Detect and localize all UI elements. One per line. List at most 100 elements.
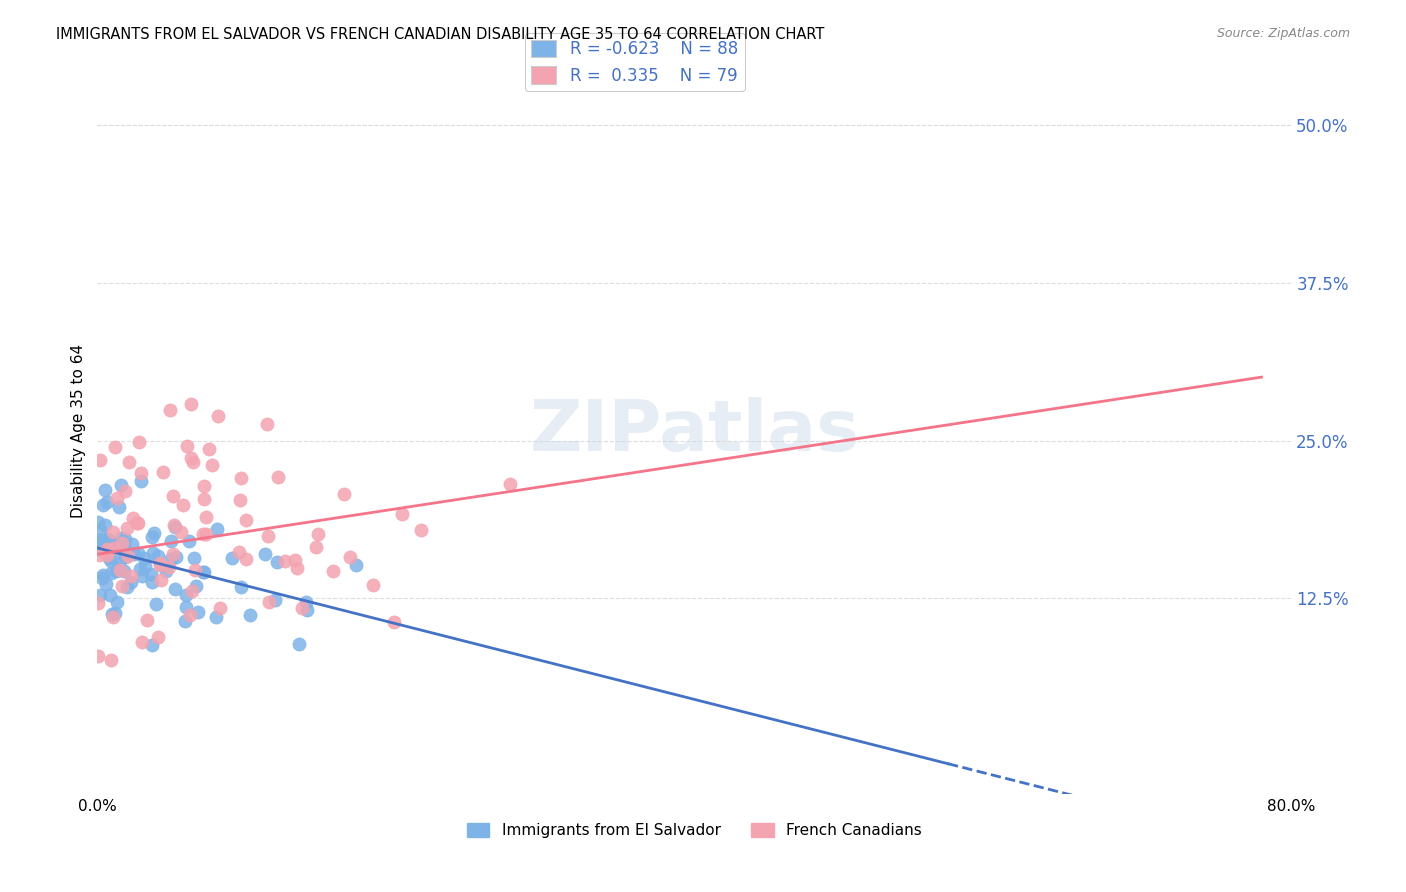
Point [129,466,152,480]
Point [105,491,128,505]
Point [132,550,155,565]
Point [322,564,344,578]
Point [110,531,132,545]
Point [108,563,131,577]
Point [115,580,138,594]
Point [287,637,309,651]
Point [101,524,124,539]
Point [176,600,198,615]
Text: Source: ZipAtlas.com: Source: ZipAtlas.com [1216,27,1350,40]
Point [165,519,187,533]
Legend: Immigrants from El Salvador, French Canadians: Immigrants from El Salvador, French Cana… [460,817,928,845]
Point [90,541,112,556]
Point [205,610,228,624]
Point [103,541,125,556]
Point [94,483,117,498]
Point [391,507,413,521]
Point [120,575,142,590]
Point [91,536,114,550]
Point [382,615,405,630]
Point [114,532,136,546]
Point [114,483,136,498]
Point [90,533,112,547]
Point [91,498,114,512]
Point [207,409,229,423]
Point [284,553,307,567]
Point [87,539,110,553]
Point [142,526,165,541]
Point [96,542,118,557]
Point [100,589,122,603]
Point [87,648,110,663]
Point [100,607,122,622]
Point [93,567,115,582]
Point [257,595,280,609]
Point [339,550,361,565]
Point [285,561,308,575]
Point [100,554,122,568]
Point [96,495,118,509]
Point [93,518,115,533]
Point [122,547,145,561]
Point [160,533,183,548]
Point [162,489,184,503]
Point [110,536,132,550]
Point [89,588,111,602]
Point [105,564,128,578]
Point [183,455,205,469]
Point [100,653,122,667]
Point [180,583,202,598]
Point [127,546,149,560]
Point [129,562,152,576]
Point [332,487,354,501]
Point [127,516,149,530]
Point [129,475,152,489]
Point [107,562,129,576]
Point [128,434,150,449]
Point [127,516,149,531]
Point [194,510,217,524]
Point [264,593,287,607]
Point [100,566,122,581]
Point [159,403,181,417]
Point [89,453,111,467]
Point [163,517,186,532]
Point [238,608,260,623]
Point [101,610,124,624]
Point [141,638,163,652]
Point [187,606,209,620]
Point [112,564,135,578]
Point [228,492,250,507]
Point [134,559,156,574]
Point [179,608,201,623]
Point [193,479,215,493]
Point [305,541,328,555]
Point [361,578,384,592]
Point [207,522,229,536]
Point [344,558,367,572]
Point [131,635,153,649]
Point [115,521,138,535]
Point [121,510,143,524]
Point [87,548,110,562]
Point [257,528,280,542]
Point [180,450,202,465]
Point [110,478,132,492]
Point [112,540,135,554]
Point [295,595,318,609]
Point [96,533,118,547]
Point [165,582,187,597]
Point [176,439,198,453]
Point [97,535,120,549]
Point [141,530,163,544]
Point [174,614,197,628]
Point [194,526,217,541]
Point [146,630,169,644]
Point [198,442,221,456]
Point [142,546,165,560]
Text: ZIPatlas: ZIPatlas [529,397,859,466]
Point [145,598,167,612]
Point [121,537,143,551]
Point [117,455,139,469]
Point [146,549,169,563]
